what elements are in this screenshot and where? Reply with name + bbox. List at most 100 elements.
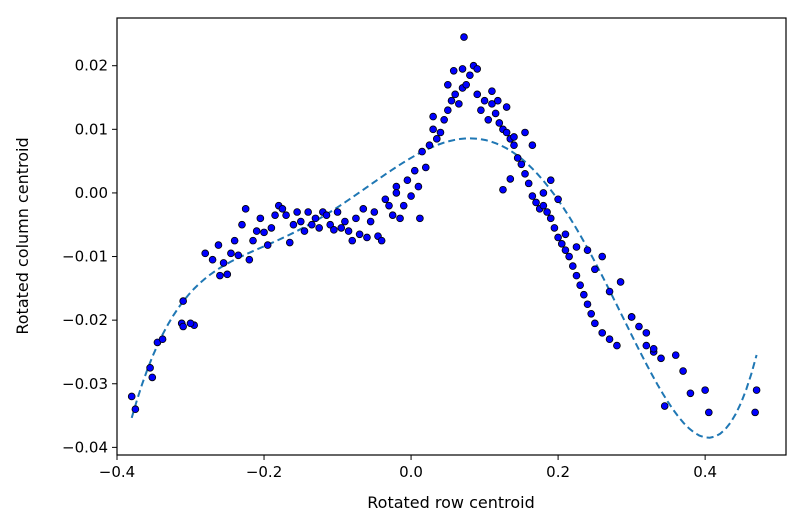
data-point	[403, 176, 412, 185]
data-point	[686, 389, 695, 398]
data-point	[506, 175, 515, 183]
data-point	[363, 233, 371, 242]
data-point	[252, 227, 261, 235]
data-point	[392, 182, 401, 191]
x-tick-label: 0.2	[546, 463, 570, 481]
data-point	[616, 278, 625, 286]
data-point	[510, 133, 518, 141]
data-point	[148, 373, 157, 382]
data-point	[322, 211, 331, 219]
data-point	[455, 100, 463, 108]
data-point	[436, 128, 445, 137]
data-point	[491, 109, 500, 118]
data-point	[477, 106, 485, 115]
data-point	[447, 96, 456, 105]
data-point	[311, 214, 320, 223]
data-point	[528, 141, 537, 150]
data-point	[179, 297, 187, 305]
data-point	[333, 208, 342, 216]
data-point	[432, 135, 441, 143]
data-point	[569, 262, 577, 270]
data-point	[473, 90, 482, 99]
data-point	[385, 201, 393, 210]
x-axis-label: Rotated row centroid	[367, 493, 534, 512]
data-point	[635, 322, 643, 331]
x-tick-label: 0.4	[693, 463, 717, 481]
data-point	[583, 246, 592, 254]
data-point	[219, 259, 228, 267]
data-point	[557, 240, 566, 248]
data-point	[565, 252, 573, 261]
data-point	[308, 220, 316, 229]
x-tick-label: −0.2	[246, 463, 282, 481]
data-point	[241, 205, 250, 213]
data-point	[127, 392, 136, 401]
data-point	[751, 408, 759, 417]
data-point	[300, 227, 309, 235]
data-point	[502, 103, 511, 111]
data-point	[352, 214, 360, 223]
y-tick-label: −0.01	[62, 248, 108, 266]
data-point	[576, 281, 584, 289]
data-point	[245, 255, 254, 264]
data-point	[679, 367, 687, 375]
data-point	[337, 224, 346, 232]
data-point	[554, 233, 562, 242]
data-point	[462, 80, 471, 89]
data-point	[583, 300, 592, 309]
y-axis-label: Rotated column centroid	[13, 137, 32, 334]
data-point	[561, 246, 570, 254]
data-point	[381, 195, 390, 204]
data-point	[613, 341, 621, 350]
y-tick-label: −0.02	[62, 311, 108, 329]
data-point	[392, 189, 401, 197]
data-point	[289, 220, 298, 229]
data-point	[598, 252, 607, 261]
data-point	[605, 335, 614, 344]
x-tick-label: −0.4	[99, 463, 135, 481]
data-point	[705, 408, 713, 417]
data-point	[499, 185, 507, 194]
data-point	[344, 227, 353, 235]
data-point	[460, 33, 468, 41]
data-point	[296, 217, 305, 226]
data-point	[546, 176, 555, 185]
data-point	[502, 128, 511, 137]
data-point	[451, 90, 459, 99]
y-tick-label: 0.00	[75, 184, 108, 202]
y-tick-label: 0.02	[75, 57, 108, 75]
data-point	[546, 214, 555, 223]
data-point	[591, 319, 599, 328]
data-point	[458, 65, 467, 73]
data-point	[528, 192, 537, 200]
data-point	[521, 128, 529, 137]
data-point	[657, 354, 665, 363]
data-point	[304, 208, 312, 216]
data-point	[510, 141, 518, 150]
data-point	[701, 386, 709, 394]
data-point	[330, 226, 338, 234]
data-point	[627, 313, 636, 321]
data-point	[473, 65, 482, 73]
data-point	[539, 201, 548, 210]
data-point	[366, 217, 375, 226]
data-point	[591, 265, 599, 274]
y-tick-label: −0.04	[62, 438, 108, 456]
axes-frame	[116, 17, 787, 456]
data-point	[642, 341, 651, 350]
data-point	[227, 249, 235, 258]
data-point	[260, 228, 268, 237]
data-point	[131, 405, 140, 414]
data-point	[146, 364, 154, 372]
data-point	[179, 322, 187, 331]
data-point	[480, 96, 489, 105]
data-point	[488, 100, 496, 108]
data-point	[410, 166, 419, 175]
data-point	[214, 241, 223, 249]
data-point	[494, 96, 502, 105]
data-point	[425, 141, 434, 150]
data-point	[671, 351, 680, 359]
data-point	[605, 287, 614, 296]
data-point	[484, 115, 493, 124]
